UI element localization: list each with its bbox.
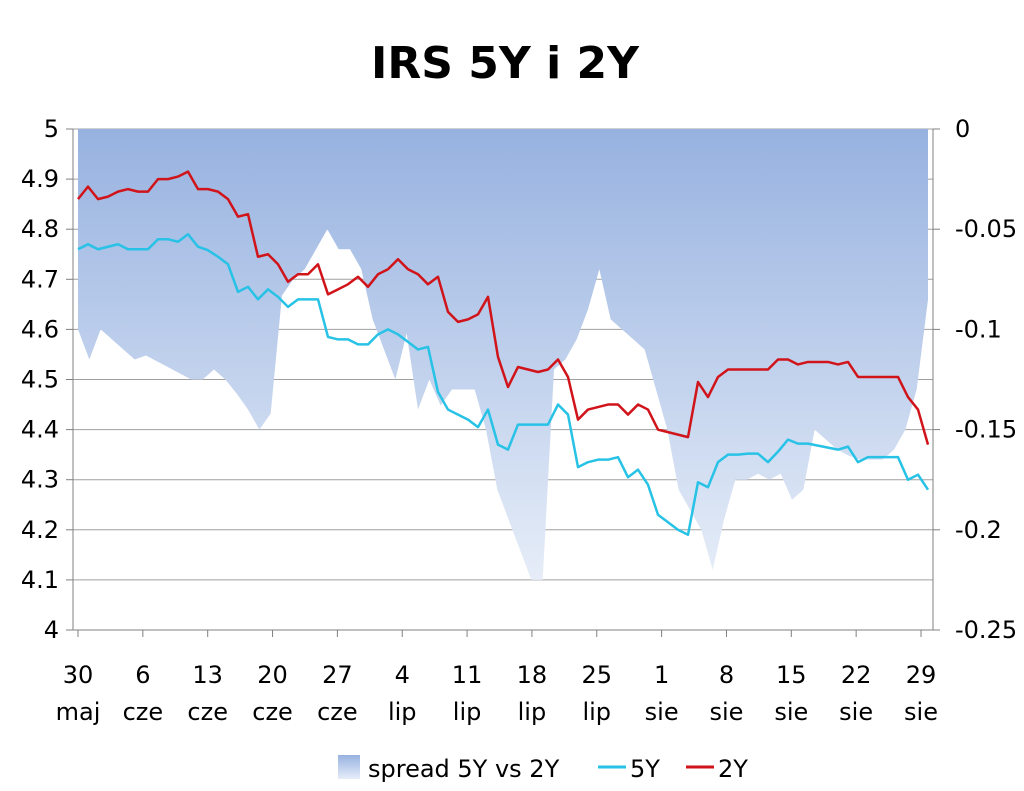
left-tick-label: 4.7 <box>21 265 59 293</box>
spread-area <box>78 129 928 580</box>
legend-label-2y: 2Y <box>718 755 748 783</box>
axes <box>72 129 934 637</box>
legend-label-5y: 5Y <box>630 755 660 783</box>
spread-area-layer <box>78 129 928 580</box>
x-tick-month: sie <box>645 698 679 726</box>
x-tick-day: 4 <box>395 661 410 689</box>
left-tick-label: 5 <box>44 115 59 143</box>
legend: spread 5Y vs 2Y 5Y 2Y <box>338 755 748 783</box>
left-tick-label: 4.9 <box>21 165 59 193</box>
x-tick-day: 30 <box>63 661 94 689</box>
x-tick-month: cze <box>252 698 293 726</box>
x-tick-day: 8 <box>719 661 734 689</box>
right-tick-label: -0.1 <box>955 315 1002 343</box>
x-tick-day: 1 <box>654 661 669 689</box>
x-tick-day: 25 <box>581 661 612 689</box>
left-tick-label: 4.6 <box>21 315 59 343</box>
right-tick-label: -0.05 <box>955 215 1017 243</box>
x-tick-month: lip <box>388 698 417 726</box>
line-5y <box>77 232 930 537</box>
left-tick-label: 4.8 <box>21 215 59 243</box>
right-tick-label: -0.25 <box>955 616 1017 644</box>
right-axis-tick-labels: -0.25 -0.2 -0.15 -0.1 -0.05 0 <box>955 115 1017 644</box>
x-tick-day: 13 <box>192 661 223 689</box>
x-tick-month: sie <box>904 698 938 726</box>
line-2y <box>77 170 930 445</box>
chart-title: IRS 5Y i 2Y <box>371 38 640 89</box>
x-tick-month: lip <box>582 698 611 726</box>
left-axis-tick-labels: 4 4.1 4.2 4.3 4.4 4.5 4.6 4.7 4.8 4.9 5 <box>21 115 59 644</box>
right-tick-label: 0 <box>955 115 970 143</box>
x-tick-day: 18 <box>517 661 548 689</box>
x-tick-month: cze <box>123 698 164 726</box>
legend-label-spread: spread 5Y vs 2Y <box>368 755 560 783</box>
left-tick-label: 4.1 <box>21 566 59 594</box>
x-tick-month: cze <box>187 698 228 726</box>
x-tick-month: sie <box>774 698 808 726</box>
left-tick-label: 4.3 <box>21 466 59 494</box>
x-tick-day: 20 <box>257 661 288 689</box>
x-axis-tick-labels: 30maj6cze13cze20cze27cze4lip11lip18lip25… <box>56 661 938 726</box>
x-tick-day: 29 <box>906 661 937 689</box>
x-tick-day: 22 <box>841 661 872 689</box>
left-tick-label: 4.5 <box>21 366 59 394</box>
x-tick-day: 6 <box>135 661 150 689</box>
left-tick-label: 4 <box>44 616 59 644</box>
x-tick-month: cze <box>317 698 358 726</box>
lines-layer <box>77 170 930 537</box>
x-tick-day: 15 <box>776 661 807 689</box>
x-tick-day: 11 <box>452 661 483 689</box>
right-tick-label: -0.2 <box>955 516 1002 544</box>
left-tick-label: 4.4 <box>21 416 59 444</box>
left-tick-label: 4.2 <box>21 516 59 544</box>
x-tick-month: sie <box>839 698 873 726</box>
x-tick-month: lip <box>453 698 482 726</box>
x-tick-month: lip <box>518 698 547 726</box>
x-tick-month: sie <box>709 698 743 726</box>
x-tick-month: maj <box>56 698 101 726</box>
right-tick-label: -0.15 <box>955 416 1017 444</box>
legend-swatch-spread <box>338 755 360 779</box>
x-tick-day: 27 <box>322 661 353 689</box>
